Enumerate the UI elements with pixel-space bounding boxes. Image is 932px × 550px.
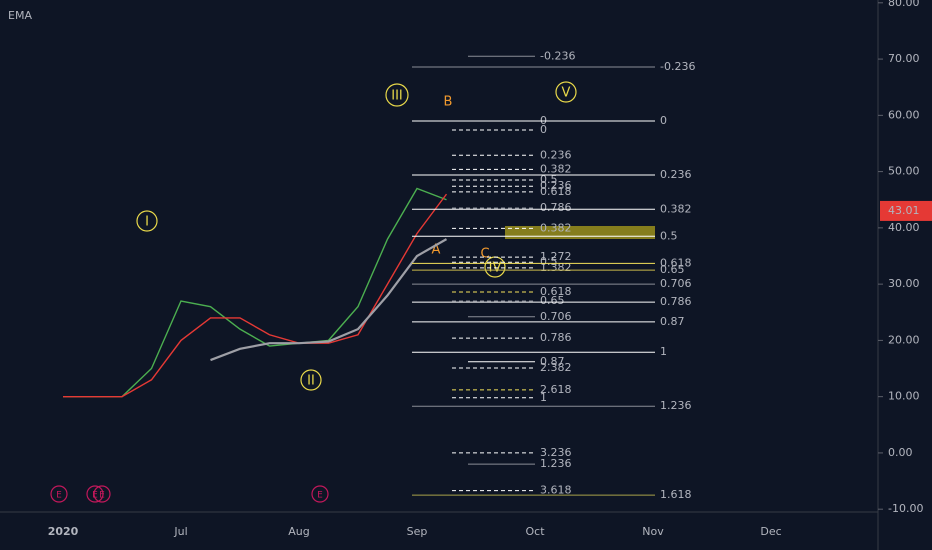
wave-circle (385, 83, 409, 107)
wave-circle (136, 210, 158, 232)
y-tick-label: 40.00 (888, 221, 920, 234)
wave-label: II (307, 374, 315, 389)
price-line (63, 193, 448, 398)
price-line (63, 187, 447, 398)
fib-label: 0.236 (540, 148, 572, 161)
y-tick-label: 10.00 (888, 390, 920, 403)
y-tick-label: 20.00 (888, 333, 920, 346)
fib-label: 1 (660, 345, 667, 358)
earnings-label: E (317, 491, 323, 501)
target-zone (505, 226, 655, 239)
earnings-label: E (56, 491, 62, 501)
y-tick-label: 70.00 (888, 52, 920, 65)
fib-label: 3.618 (540, 484, 572, 497)
fib-label: 0.5 (540, 255, 558, 268)
fib-label: 0.65 (540, 294, 565, 307)
fib-label: 2.618 (540, 383, 572, 396)
fib-label: 2.382 (540, 361, 572, 374)
correction-label: C (480, 247, 489, 262)
x-tick-label: Sep (407, 525, 428, 538)
wave-circle (300, 369, 322, 391)
fib-label: 0.236 (540, 179, 572, 192)
fib-label: 0.786 (540, 201, 572, 214)
fib-label: 0.5 (660, 229, 678, 242)
x-tick-label: Nov (642, 525, 664, 538)
fib-label: 1 (540, 391, 547, 404)
x-tick-label: Dec (760, 525, 781, 538)
fib-label: 0.87 (660, 315, 685, 328)
earnings-circle (311, 485, 329, 503)
x-tick-label: Jul (173, 525, 187, 538)
fib-label: 0.382 (540, 221, 572, 234)
fib-label: 0.706 (540, 310, 572, 323)
y-tick-label: 30.00 (888, 277, 920, 290)
fib-label: 0.382 (660, 202, 692, 215)
fib-label: 0.618 (540, 285, 572, 298)
y-tick-label: 60.00 (888, 108, 920, 121)
x-tick-label: Aug (288, 525, 309, 538)
indicator-label: EMA (8, 9, 32, 22)
wave-circle (555, 81, 577, 103)
last-price-tag (880, 200, 932, 221)
wave-label: I (145, 215, 149, 230)
fib-label: 0.786 (660, 295, 692, 308)
y-tick-label: 0.00 (888, 446, 913, 459)
fib-label: 0.5 (540, 173, 558, 186)
earnings-label: E (92, 491, 98, 501)
correction-label: B (444, 95, 453, 110)
earnings-circle (93, 485, 111, 503)
fib-label: 3.236 (540, 446, 572, 459)
fib-label: 0.65 (660, 263, 685, 276)
earnings-circle (50, 485, 68, 503)
fib-label: -0.236 (660, 60, 695, 73)
earnings-label: E (99, 491, 105, 501)
y-tick-label: 50.00 (888, 165, 920, 178)
earnings-circle (86, 485, 104, 503)
fib-label: 0.706 (660, 277, 692, 290)
fib-label: 1.382 (540, 261, 572, 274)
last-price-label: 43.01 (888, 204, 920, 217)
fib-label: 0.618 (540, 185, 572, 198)
fib-label: 0 (540, 123, 547, 136)
fib-label: 1.272 (540, 250, 572, 263)
fib-label: 1.236 (540, 457, 572, 470)
fib-label: -0.236 (540, 49, 575, 62)
fib-label: 0.87 (540, 355, 565, 368)
fib-label: 0.236 (660, 168, 692, 181)
earnings-markers: E E E E (50, 485, 329, 503)
correction-label: A (432, 243, 441, 258)
wave-labels: I II III IV V A B C (136, 81, 577, 391)
fib-label: 0.618 (660, 256, 692, 269)
wave-label: III (391, 89, 403, 104)
fib-label: 1.236 (660, 399, 692, 412)
price-line (210, 238, 448, 362)
y-tick-label: -10.00 (888, 502, 923, 515)
fib-label: 0.382 (540, 162, 572, 175)
y-tick-label: 80.00 (888, 0, 920, 9)
wave-label: V (562, 86, 571, 101)
x-tick-label: 2020 (48, 525, 79, 538)
fib-label: 0.786 (540, 331, 572, 344)
fib-label: 0 (660, 114, 667, 127)
x-tick-label: Oct (525, 525, 545, 538)
fib-label: 1.618 (660, 488, 692, 501)
